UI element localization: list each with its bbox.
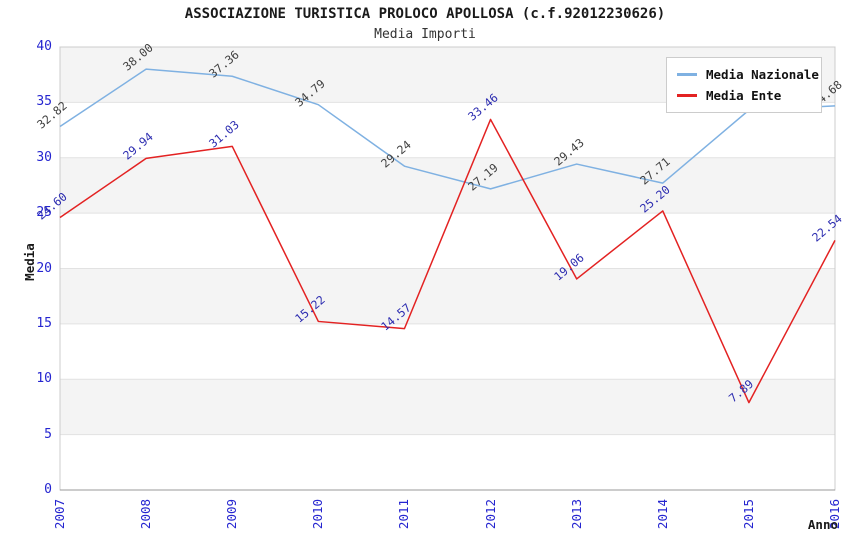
legend: Media Nazionale Media Ente	[666, 57, 822, 113]
line-swatch-ente	[677, 94, 697, 97]
plot-band	[60, 268, 835, 324]
x-axis-title: Anno	[807, 517, 838, 532]
legend-item-ente: Media Ente	[677, 85, 821, 106]
chart-subtitle: Media Importi	[374, 27, 476, 42]
series-line-nazionale	[59, 68, 836, 190]
legend-item-nazionale: Media Nazionale	[677, 64, 821, 85]
plot-band	[60, 379, 835, 435]
line-swatch-nazionale	[677, 73, 697, 76]
legend-label: Media Nazionale	[706, 67, 819, 82]
legend-label: Media Ente	[706, 88, 782, 103]
plot-band	[60, 157, 835, 214]
y-axis-title: Media	[22, 243, 37, 281]
series-line-ente	[59, 118, 836, 404]
chart-title: ASSOCIAZIONE TURISTICA PROLOCO APOLLOSA …	[184, 6, 666, 22]
